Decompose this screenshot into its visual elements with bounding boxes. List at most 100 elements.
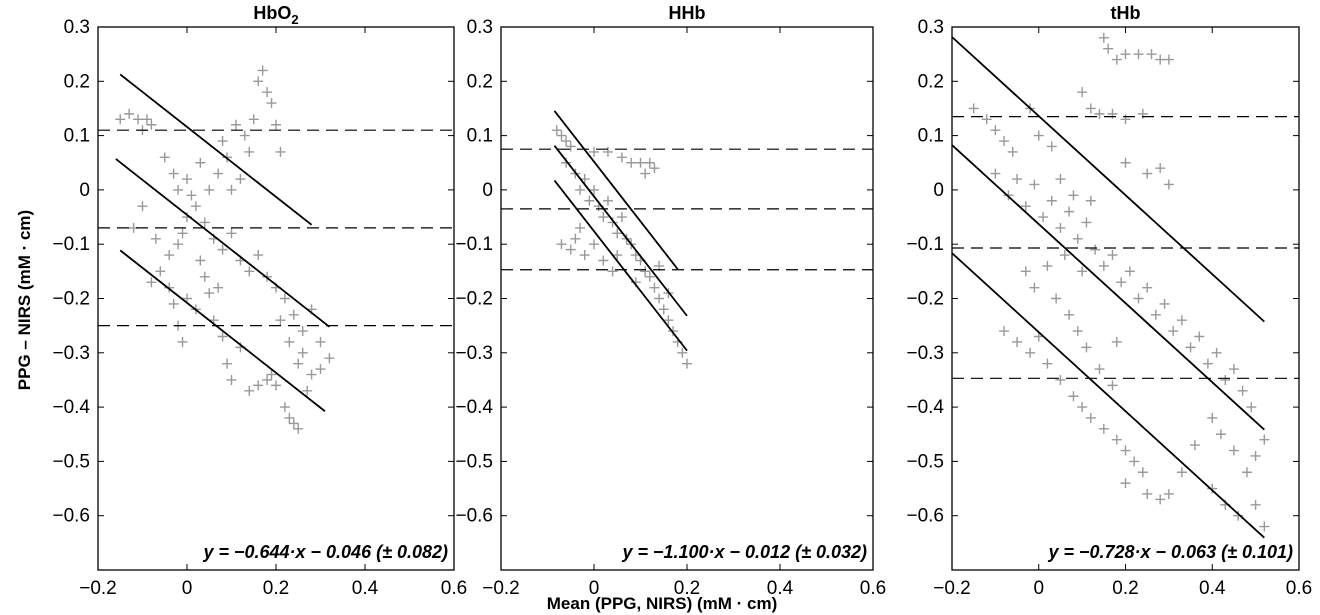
regression-equation: y = −0.728·x − 0.063 (± 0.101) xyxy=(1047,542,1293,562)
data-point xyxy=(1042,358,1053,369)
data-point xyxy=(990,168,1001,179)
data-point xyxy=(226,184,237,195)
limit-line xyxy=(553,110,679,270)
data-point xyxy=(1185,342,1196,353)
data-point xyxy=(222,358,233,369)
data-point xyxy=(1077,402,1088,413)
data-point xyxy=(1250,450,1261,461)
data-point xyxy=(226,374,237,385)
data-point xyxy=(607,266,618,277)
data-point xyxy=(968,103,979,114)
data-point xyxy=(230,119,241,130)
data-point xyxy=(155,266,166,277)
data-point xyxy=(579,250,590,261)
data-point xyxy=(244,385,255,396)
data-point xyxy=(1085,412,1096,423)
data-point xyxy=(644,157,655,168)
data-point xyxy=(173,239,184,250)
data-point xyxy=(253,76,264,87)
data-point xyxy=(1124,266,1135,277)
data-point xyxy=(682,358,692,369)
data-point xyxy=(1207,412,1218,423)
data-point xyxy=(1228,445,1239,456)
data-point xyxy=(575,222,586,233)
data-point xyxy=(1072,326,1083,337)
data-point xyxy=(253,250,264,261)
data-point xyxy=(159,152,170,163)
data-point xyxy=(195,157,206,168)
data-point xyxy=(1107,108,1118,119)
data-point xyxy=(186,190,197,201)
data-point xyxy=(999,136,1010,147)
data-point xyxy=(1241,467,1252,478)
data-point xyxy=(1159,298,1170,309)
data-point xyxy=(1046,195,1057,206)
x-tick-label: 0.4 xyxy=(767,578,794,599)
data-point xyxy=(124,108,135,119)
y-tick-label: −0.4 xyxy=(52,397,90,418)
data-point xyxy=(561,136,572,147)
data-point xyxy=(1042,260,1053,271)
data-point xyxy=(1146,49,1157,60)
data-point xyxy=(1120,445,1131,456)
y-tick-label: −0.1 xyxy=(906,234,944,255)
data-point xyxy=(1012,174,1023,185)
chart-panels: −0.2 0 0.2 0.4 0.6 0.3 0.2 0.1 0 −0.1 −0.2 −0.3 −0.4… xyxy=(52,3,1312,599)
data-point xyxy=(248,114,259,125)
data-point xyxy=(1163,54,1174,65)
data-point xyxy=(1176,315,1187,326)
data-point xyxy=(602,146,613,157)
data-point xyxy=(137,201,148,212)
data-point xyxy=(275,315,286,326)
data-point xyxy=(279,293,290,304)
regression-line xyxy=(951,144,1265,431)
data-point xyxy=(146,119,157,130)
data-point xyxy=(1168,326,1179,337)
y-tick-label: 0.3 xyxy=(467,17,493,38)
data-point xyxy=(1202,358,1213,369)
y-tick-label: 0.1 xyxy=(918,126,944,147)
data-point xyxy=(1094,364,1105,375)
y-tick-label: 0.2 xyxy=(918,71,944,92)
y-tick-label: 0.2 xyxy=(467,71,493,92)
x-tick-label: 0.4 xyxy=(352,578,379,599)
data-point xyxy=(1142,282,1153,293)
y-tick-label: 0.1 xyxy=(64,126,90,147)
data-point xyxy=(195,255,206,266)
data-point xyxy=(1068,190,1079,201)
data-point xyxy=(204,288,215,299)
y-tick-label: −0.3 xyxy=(906,343,944,364)
data-point xyxy=(315,336,326,347)
data-point xyxy=(1215,429,1226,440)
data-point xyxy=(279,402,290,413)
data-point xyxy=(1081,217,1092,228)
data-point xyxy=(244,146,255,157)
panel-1: −0.2 0 0.2 0.4 0.6 0.3 0.2 0.1 0 −0.1 −0.2 −0.3 −0.4… xyxy=(455,3,886,599)
y-tick-label: 0.1 xyxy=(467,126,493,147)
data-point xyxy=(1133,293,1144,304)
data-point xyxy=(1207,483,1218,494)
data-point xyxy=(150,233,161,244)
data-point xyxy=(244,266,255,277)
limit-line xyxy=(119,249,326,412)
data-point xyxy=(1077,87,1088,98)
y-tick-label: 0 xyxy=(79,180,90,201)
data-point xyxy=(1189,440,1200,451)
x-tick-label: 0.6 xyxy=(860,578,886,599)
data-point xyxy=(1098,260,1109,271)
data-point xyxy=(1107,380,1118,391)
data-point xyxy=(1085,195,1096,206)
data-point xyxy=(1155,163,1166,174)
data-point xyxy=(315,364,326,375)
data-point xyxy=(1259,434,1270,445)
data-point xyxy=(1064,206,1075,217)
data-point xyxy=(284,336,295,347)
data-point xyxy=(565,244,576,255)
data-point xyxy=(115,114,126,125)
data-point xyxy=(1233,510,1244,521)
y-tick-label: −0.6 xyxy=(455,506,493,527)
data-point xyxy=(1111,336,1122,347)
data-point xyxy=(635,157,646,168)
data-point xyxy=(999,326,1010,337)
